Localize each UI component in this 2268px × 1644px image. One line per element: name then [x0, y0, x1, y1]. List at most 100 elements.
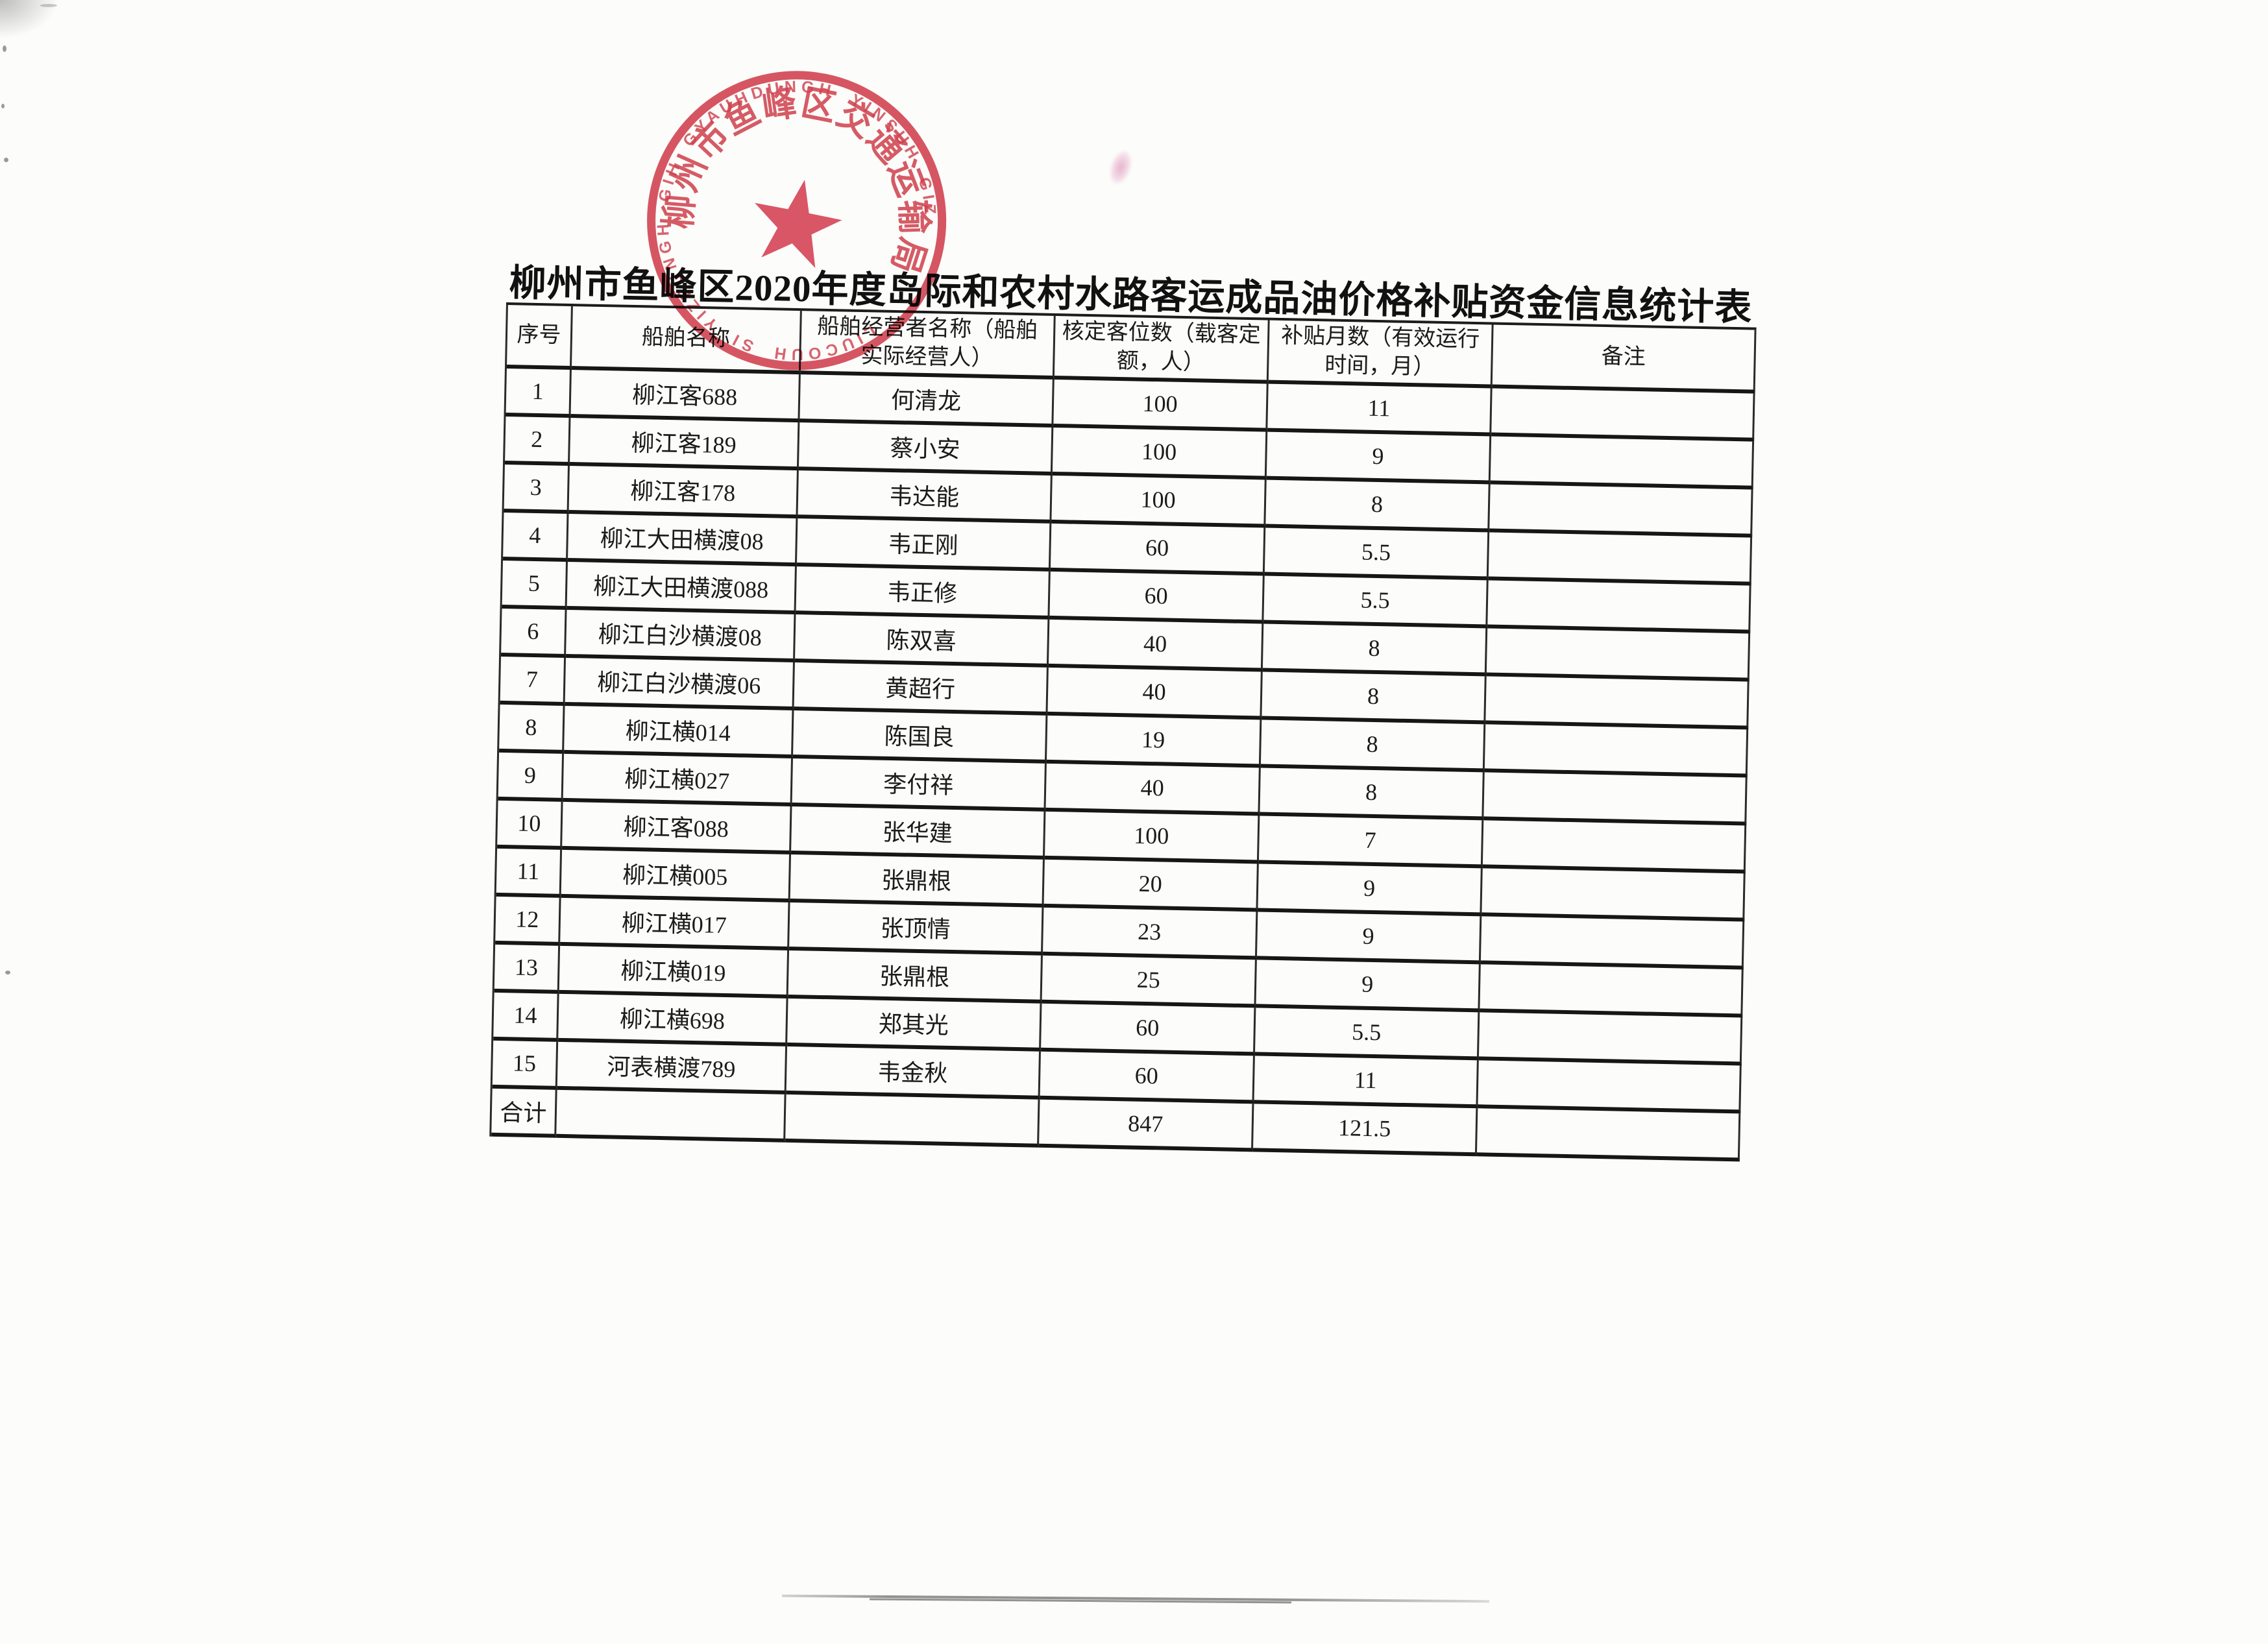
ship-name-cell: 柳江横019 [559, 946, 790, 999]
seq-cell: 13 [494, 945, 561, 995]
remark-cell [1487, 580, 1751, 634]
operator-cell: 蔡小安 [798, 422, 1054, 476]
seq-cell: 3 [504, 465, 570, 514]
header-remark: 备注 [1492, 324, 1757, 394]
operator-cell: 张华建 [791, 806, 1046, 860]
seq-cell: 5 [502, 561, 568, 610]
seq-cell: 7 [500, 657, 567, 707]
header-ship: 船舶名称 [571, 306, 802, 375]
months-cell: 8 [1265, 479, 1491, 533]
months-cell: 11 [1267, 383, 1493, 437]
star-icon [755, 180, 842, 269]
seats-cell: 20 [1043, 860, 1259, 912]
ship-name-cell: 柳江横014 [564, 706, 794, 759]
seq-cell: 10 [497, 801, 563, 851]
ship-name-cell: 柳江白沙横渡06 [565, 658, 795, 711]
operator-cell: 张顶情 [789, 902, 1044, 956]
months-cell: 8 [1262, 623, 1488, 677]
ship-name-cell: 柳江客688 [570, 370, 801, 423]
months-cell: 8 [1260, 719, 1486, 773]
seats-cell: 40 [1045, 764, 1261, 816]
total-label-cell: 合计 [491, 1089, 557, 1139]
seq-cell: 4 [503, 513, 569, 562]
ship-name-cell: 柳江客189 [569, 418, 800, 471]
operator-cell: 陈双喜 [794, 614, 1050, 668]
months-cell: 5.5 [1254, 1008, 1480, 1061]
ship-name-cell: 柳江大田横渡088 [567, 562, 797, 615]
remark-cell [1480, 916, 1745, 970]
seats-cell: 23 [1042, 908, 1258, 960]
seats-cell: 25 [1042, 956, 1257, 1008]
operator-cell: 黄超行 [794, 662, 1049, 716]
seats-cell: 60 [1049, 572, 1265, 624]
seats-cell: 60 [1040, 1004, 1256, 1056]
ship-name-cell: 柳江白沙横渡08 [566, 610, 796, 663]
remark-cell [1484, 724, 1749, 778]
remark-cell [1482, 868, 1746, 922]
operator-cell: 张鼎根 [788, 950, 1043, 1004]
ship-name-cell: 柳江客178 [568, 466, 799, 519]
remark-cell [1483, 772, 1748, 826]
months-cell: 11 [1254, 1056, 1479, 1109]
seats-cell: 19 [1046, 716, 1262, 768]
ship-name-cell: 河表横渡789 [557, 1042, 788, 1095]
seq-cell: 1 [506, 369, 572, 418]
seq-cell: 6 [501, 609, 567, 659]
remark-cell [1489, 484, 1753, 538]
ship-name-cell: 柳江横005 [561, 850, 792, 903]
total-months-cell: 121.5 [1252, 1104, 1478, 1157]
remark-cell [1486, 628, 1751, 682]
remark-cell [1491, 388, 1755, 442]
seats-cell: 100 [1051, 476, 1267, 528]
seats-cell: 100 [1044, 812, 1260, 864]
operator-cell: 韦达能 [798, 470, 1053, 524]
svg-text:柳州市鱼峰区交通运输局: 柳州市鱼峰区交通运输局 [655, 60, 958, 280]
months-cell: 9 [1256, 912, 1482, 965]
remark-cell [1478, 1012, 1743, 1066]
months-cell: 9 [1258, 864, 1483, 917]
ship-name-cell: 柳江横027 [563, 754, 793, 807]
total-operator-cell [785, 1094, 1040, 1148]
seats-cell: 60 [1040, 1052, 1255, 1104]
operator-cell: 韦金秋 [786, 1046, 1041, 1100]
seats-cell: 40 [1047, 668, 1263, 720]
operator-cell: 郑其光 [787, 998, 1042, 1052]
months-cell: 9 [1266, 431, 1492, 485]
seats-cell: 40 [1048, 620, 1264, 672]
operator-cell: 韦正修 [796, 566, 1051, 620]
seq-cell: 14 [493, 993, 559, 1043]
operator-cell: 陈国良 [792, 710, 1048, 764]
seq-cell: 8 [499, 705, 565, 755]
remark-cell [1482, 820, 1747, 874]
seq-cell: 2 [504, 417, 571, 466]
total-seats-cell: 847 [1039, 1100, 1254, 1152]
remark-cell [1478, 1060, 1742, 1114]
seq-cell: 12 [495, 897, 561, 947]
subsidy-statistics-table: 序号 船舶名称 船舶经营者名称（船舶实际经营人） 核定客位数（载客定额，人） 补… [489, 302, 1757, 1162]
header-months: 补贴月数（有效运行时间，月） [1268, 320, 1494, 389]
seq-cell: 15 [492, 1041, 559, 1091]
months-cell: 8 [1262, 671, 1487, 725]
remark-cell [1480, 964, 1744, 1018]
remark-cell [1485, 676, 1750, 730]
ship-name-cell: 柳江大田横渡08 [567, 514, 798, 567]
operator-cell: 张鼎根 [790, 854, 1045, 908]
months-cell: 7 [1258, 816, 1484, 869]
ship-name-cell: 柳江横698 [558, 994, 788, 1047]
operator-cell: 何清龙 [799, 374, 1055, 428]
months-cell: 8 [1260, 768, 1485, 821]
months-cell: 5.5 [1264, 527, 1490, 581]
months-cell: 5.5 [1263, 575, 1489, 629]
seats-cell: 100 [1053, 380, 1269, 432]
total-ship-cell [556, 1090, 786, 1143]
seats-cell: 60 [1050, 524, 1266, 576]
operator-cell: 韦正刚 [796, 518, 1052, 572]
operator-cell: 李付祥 [792, 758, 1047, 812]
remark-cell [1488, 532, 1753, 586]
months-cell: 9 [1256, 960, 1481, 1013]
ship-name-cell: 柳江客088 [562, 802, 792, 855]
seq-cell: 9 [498, 753, 565, 803]
ship-name-cell: 柳江横017 [560, 898, 790, 951]
header-seats: 核定客位数（载客定额，人） [1054, 315, 1270, 384]
